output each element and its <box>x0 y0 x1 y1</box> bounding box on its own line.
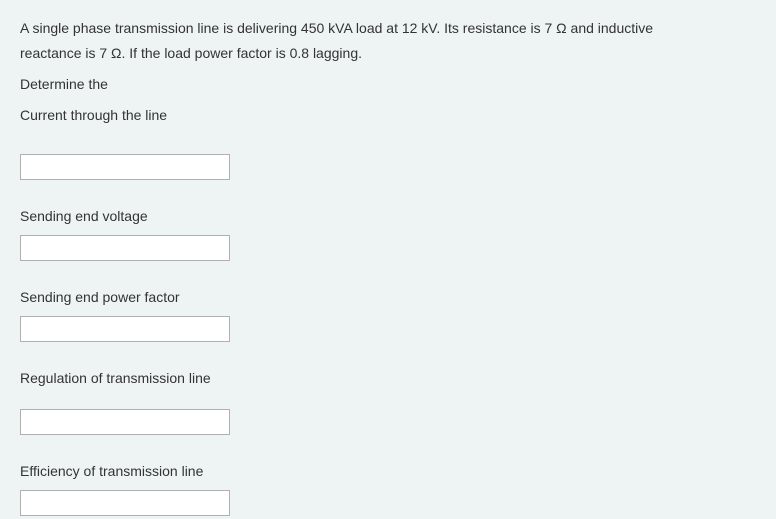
problem-line-2: reactance is 7 Ω. If the load power fact… <box>20 43 756 64</box>
sending-voltage-input[interactable] <box>20 235 230 261</box>
sending-pf-input[interactable] <box>20 316 230 342</box>
sending-pf-label: Sending end power factor <box>20 287 756 308</box>
current-label: Current through the line <box>20 105 756 126</box>
current-input[interactable] <box>20 154 230 180</box>
efficiency-label: Efficiency of transmission line <box>20 461 756 482</box>
sending-voltage-label: Sending end voltage <box>20 206 756 227</box>
regulation-input[interactable] <box>20 409 230 435</box>
regulation-label: Regulation of transmission line <box>20 368 756 389</box>
problem-line-1: A single phase transmission line is deli… <box>20 18 756 39</box>
field-sending-voltage: Sending end voltage <box>20 206 756 261</box>
problem-statement: A single phase transmission line is deli… <box>20 18 756 64</box>
efficiency-input[interactable] <box>20 490 230 516</box>
field-regulation: Regulation of transmission line <box>20 368 756 435</box>
field-current: Current through the line <box>20 105 756 180</box>
field-sending-pf: Sending end power factor <box>20 287 756 342</box>
determine-label: Determine the <box>20 74 756 95</box>
field-efficiency: Efficiency of transmission line <box>20 461 756 516</box>
